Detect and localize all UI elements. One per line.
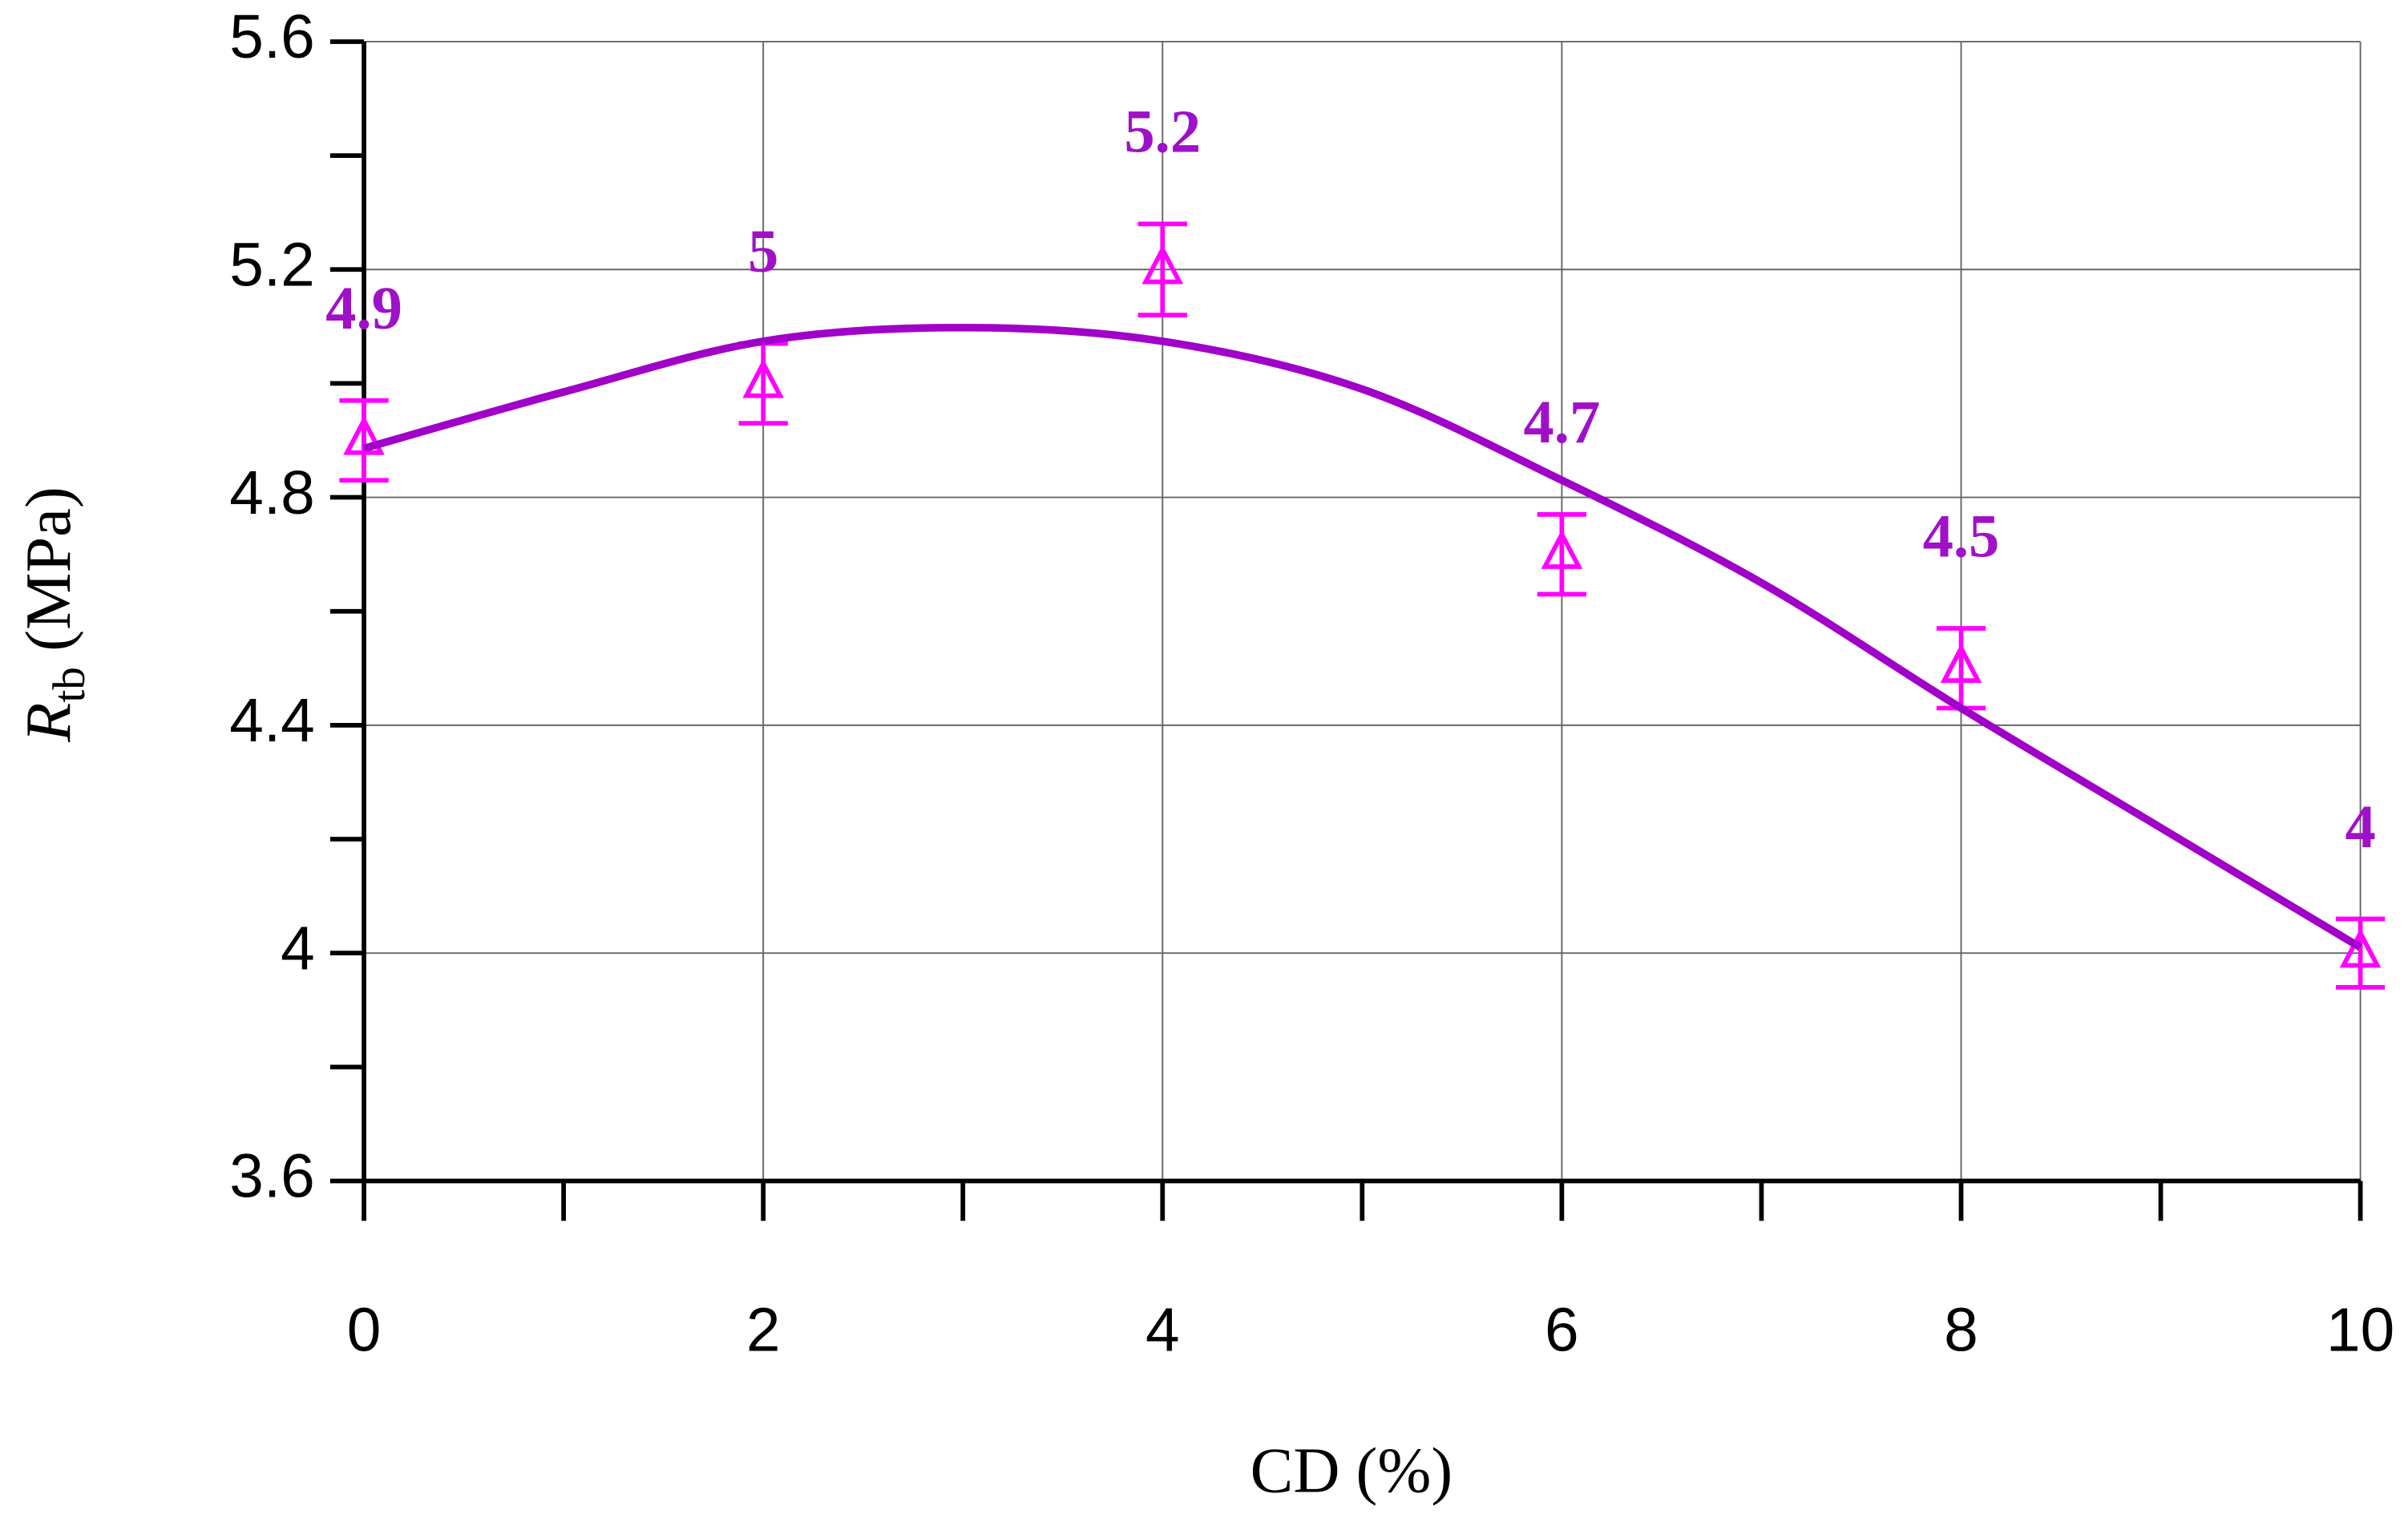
y-tick-label: 5.6 — [229, 3, 315, 71]
data-label: 4 — [2345, 793, 2375, 861]
error-bar — [339, 398, 389, 483]
x-tick-label: 2 — [746, 1296, 781, 1364]
y-tick-label: 4.4 — [229, 687, 315, 755]
error-bar — [1537, 512, 1587, 597]
marker — [2339, 928, 2382, 968]
marker — [1541, 529, 1583, 569]
marker — [343, 415, 385, 455]
x-tick-label: 10 — [2326, 1296, 2394, 1364]
y-label-sub: tb — [44, 667, 95, 703]
y-axis-label: Rtb (MPa) — [13, 486, 95, 743]
fit-curve — [362, 323, 2363, 951]
x-tick-label: 6 — [1545, 1296, 1579, 1364]
data-label: 5 — [748, 217, 778, 285]
data-label: 4.7 — [1523, 388, 1600, 456]
y-label-main: R — [13, 703, 84, 743]
x-tick-label: 0 — [347, 1296, 382, 1364]
marker — [1940, 643, 1982, 683]
data-label: 4.5 — [1923, 502, 2000, 570]
y-tick-label: 4.8 — [229, 459, 315, 527]
y-tick-label: 3.6 — [229, 1143, 315, 1211]
marker — [742, 358, 784, 398]
data-label: 4.9 — [325, 274, 402, 342]
x-tick-label: 8 — [1944, 1296, 1978, 1364]
marker — [1141, 244, 1184, 285]
y-tick-label: 5.2 — [229, 231, 315, 299]
x-tick-label: 4 — [1145, 1296, 1180, 1364]
data-label: 5.2 — [1124, 98, 1201, 166]
error-bar — [738, 341, 788, 426]
y-label-unit: (MPa) — [13, 486, 84, 652]
error-bar — [1137, 221, 1187, 317]
x-axis-label: CD (%) — [1250, 1435, 1452, 1507]
y-tick-label: 4 — [281, 914, 315, 983]
